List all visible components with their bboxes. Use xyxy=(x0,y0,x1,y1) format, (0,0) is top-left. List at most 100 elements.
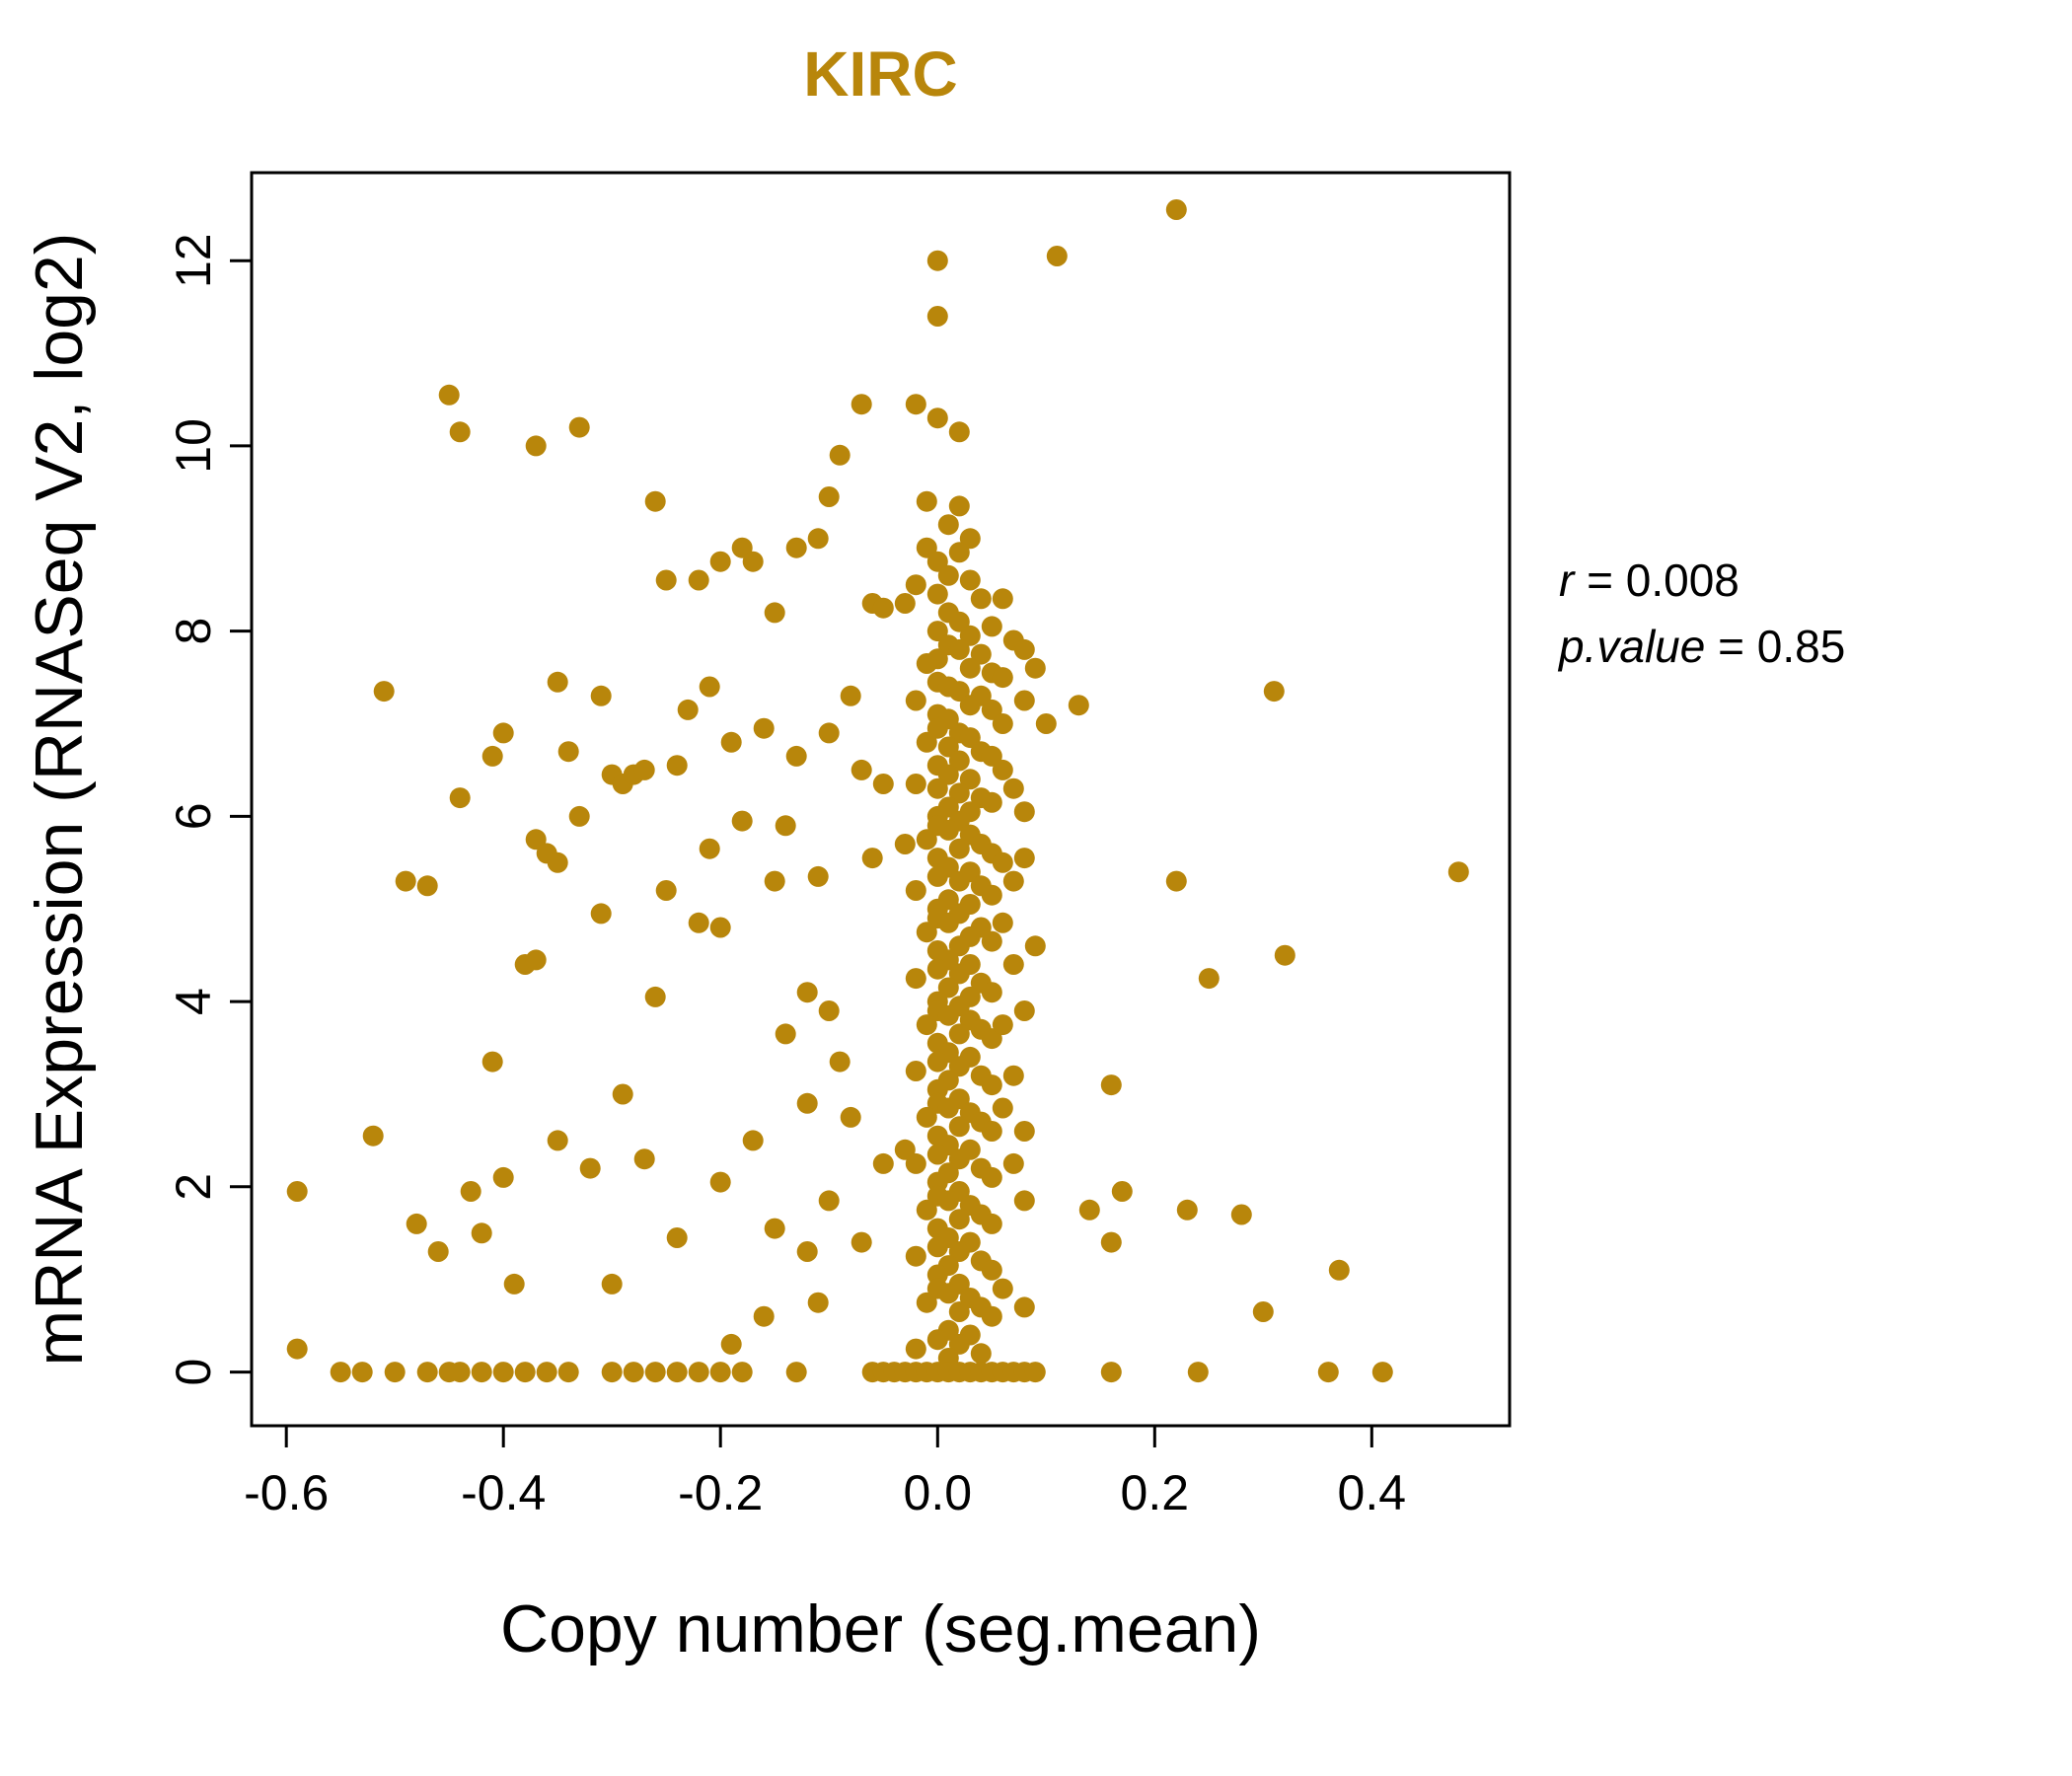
data-point xyxy=(699,676,720,698)
x-axis-label: Copy number (seg.mean) xyxy=(499,1591,1261,1666)
data-point xyxy=(916,1292,937,1313)
data-point xyxy=(872,774,894,794)
data-point xyxy=(416,875,438,897)
data-point xyxy=(970,643,992,665)
data-point xyxy=(829,1051,851,1073)
data-point xyxy=(1263,681,1285,703)
data-point xyxy=(981,1074,1002,1096)
data-point xyxy=(937,977,959,999)
data-point xyxy=(644,986,666,1007)
data-point xyxy=(992,667,1013,689)
data-point xyxy=(286,1338,308,1360)
data-point xyxy=(992,588,1013,610)
stats-annotation: r = 0.008 p.value = 0.85 xyxy=(1559,548,1845,679)
data-point xyxy=(926,621,948,642)
data-point xyxy=(775,1023,796,1045)
data-point xyxy=(948,611,970,632)
data-point xyxy=(1165,199,1187,220)
data-point xyxy=(981,982,1002,1003)
y-tick-label: 10 xyxy=(166,418,221,474)
chart-title: KIRC xyxy=(803,38,958,110)
data-point xyxy=(764,870,785,892)
data-point xyxy=(948,935,970,957)
data-point xyxy=(916,922,937,943)
data-point xyxy=(905,394,926,415)
data-point xyxy=(926,250,948,271)
data-point xyxy=(807,865,829,887)
data-point xyxy=(937,912,959,933)
data-point xyxy=(948,638,970,660)
data-point xyxy=(1078,1199,1100,1221)
data-point xyxy=(1371,1362,1393,1383)
data-point xyxy=(1230,1204,1252,1225)
data-point xyxy=(926,1051,948,1073)
data-point xyxy=(1013,1296,1035,1318)
data-point xyxy=(1068,695,1089,716)
data-point xyxy=(926,407,948,429)
data-point xyxy=(677,699,699,720)
data-point xyxy=(720,1333,742,1355)
data-point xyxy=(514,1362,536,1383)
data-point xyxy=(406,1213,427,1234)
data-point xyxy=(590,685,612,706)
data-point xyxy=(926,1329,948,1351)
data-point xyxy=(916,731,937,753)
data-point xyxy=(905,1338,926,1360)
data-point xyxy=(785,537,807,558)
data-point xyxy=(536,1362,557,1383)
data-point xyxy=(937,514,959,536)
data-point xyxy=(796,1241,818,1262)
data-point xyxy=(1252,1301,1274,1322)
data-point xyxy=(525,949,547,971)
data-point xyxy=(492,1362,514,1383)
data-point xyxy=(1176,1199,1198,1221)
y-tick-label: 6 xyxy=(166,802,221,830)
data-point xyxy=(894,1139,916,1160)
data-point xyxy=(1100,1074,1122,1096)
data-point xyxy=(601,1362,623,1383)
data-point xyxy=(460,1181,481,1202)
data-point xyxy=(449,421,471,443)
data-point xyxy=(449,1362,471,1383)
data-point xyxy=(948,1333,970,1355)
data-point xyxy=(992,1014,1013,1036)
data-point xyxy=(981,930,1002,952)
data-point xyxy=(471,1222,492,1244)
p-variable: p.value xyxy=(1559,620,1706,672)
data-point xyxy=(1002,1152,1024,1174)
data-point xyxy=(699,838,720,859)
data-point xyxy=(775,815,796,837)
x-tick-label: -0.4 xyxy=(461,1465,546,1520)
data-point xyxy=(384,1362,406,1383)
data-point xyxy=(438,384,460,406)
pvalue-line: p.value = 0.85 xyxy=(1559,614,1845,680)
data-point xyxy=(840,685,861,706)
data-point xyxy=(373,681,395,703)
data-point xyxy=(872,597,894,619)
data-point xyxy=(926,583,948,605)
data-point xyxy=(471,1362,492,1383)
y-tick-label: 0 xyxy=(166,1359,221,1386)
data-point xyxy=(992,1097,1013,1119)
data-point xyxy=(688,912,709,933)
data-point xyxy=(1035,713,1057,734)
data-point xyxy=(905,1152,926,1174)
data-point xyxy=(286,1181,308,1202)
data-point xyxy=(709,1362,731,1383)
data-point xyxy=(981,1305,1002,1327)
data-point xyxy=(633,1148,655,1170)
data-point xyxy=(492,1166,514,1188)
data-point xyxy=(851,394,872,415)
data-point xyxy=(753,1305,775,1327)
data-point xyxy=(1024,657,1046,679)
data-point xyxy=(1002,954,1024,975)
data-point xyxy=(525,435,547,457)
data-point xyxy=(330,1362,351,1383)
data-point xyxy=(959,657,981,679)
x-tick-label: -0.2 xyxy=(678,1465,763,1520)
data-point xyxy=(525,829,547,851)
y-tick-label: 12 xyxy=(166,233,221,288)
data-point xyxy=(916,653,937,674)
data-point xyxy=(1165,870,1187,892)
data-point xyxy=(742,1130,764,1151)
